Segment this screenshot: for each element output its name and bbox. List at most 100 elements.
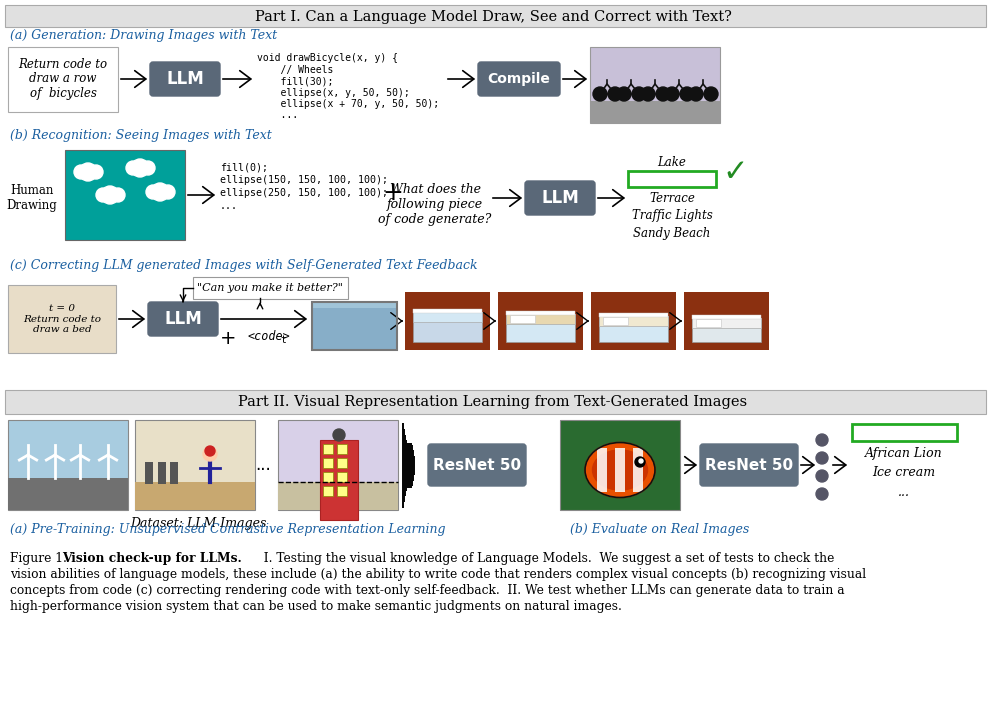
FancyBboxPatch shape — [633, 448, 643, 492]
Circle shape — [96, 188, 110, 202]
Text: ellipse(x + 70, y, 50, 50);: ellipse(x + 70, y, 50, 50); — [257, 99, 439, 109]
Circle shape — [816, 452, 828, 464]
FancyBboxPatch shape — [413, 312, 482, 342]
FancyBboxPatch shape — [8, 420, 128, 510]
Circle shape — [656, 87, 670, 101]
FancyBboxPatch shape — [696, 319, 721, 327]
Circle shape — [665, 87, 679, 101]
Text: Lake: Lake — [658, 156, 687, 169]
Text: Ice cream: Ice cream — [872, 466, 936, 479]
Text: t = 0
Return code to
draw a bed: t = 0 Return code to draw a bed — [23, 304, 101, 334]
Text: LLM: LLM — [166, 70, 204, 88]
FancyBboxPatch shape — [5, 5, 986, 27]
FancyBboxPatch shape — [591, 292, 676, 350]
Text: Anemone Fish: Anemone Fish — [859, 429, 949, 442]
FancyBboxPatch shape — [590, 47, 720, 123]
Circle shape — [632, 87, 646, 101]
Text: Vision check-up for LLMs.: Vision check-up for LLMs. — [62, 552, 242, 565]
FancyBboxPatch shape — [337, 458, 347, 468]
Text: (b) Evaluate on Real Images: (b) Evaluate on Real Images — [570, 523, 749, 537]
Text: +: + — [383, 181, 403, 205]
FancyBboxPatch shape — [692, 315, 761, 319]
Text: ellipse(250, 150, 100, 100);: ellipse(250, 150, 100, 100); — [220, 188, 388, 198]
FancyBboxPatch shape — [170, 462, 178, 484]
Text: <code>: <code> — [248, 329, 290, 343]
Circle shape — [641, 87, 655, 101]
FancyBboxPatch shape — [8, 47, 118, 112]
FancyBboxPatch shape — [510, 315, 535, 323]
FancyBboxPatch shape — [5, 390, 986, 414]
FancyBboxPatch shape — [597, 448, 607, 492]
Circle shape — [816, 434, 828, 446]
Circle shape — [608, 87, 622, 101]
FancyBboxPatch shape — [323, 486, 333, 496]
Text: African Lion: African Lion — [865, 447, 942, 461]
Text: +: + — [220, 328, 236, 348]
FancyBboxPatch shape — [320, 440, 358, 520]
FancyBboxPatch shape — [615, 448, 625, 492]
Circle shape — [680, 87, 694, 101]
Text: Terrace: Terrace — [649, 191, 695, 205]
Text: ...: ... — [255, 456, 271, 474]
Text: What does the
following piece
of code generate?: What does the following piece of code ge… — [379, 183, 492, 226]
FancyBboxPatch shape — [323, 472, 333, 482]
Circle shape — [111, 188, 125, 202]
FancyBboxPatch shape — [323, 444, 333, 454]
FancyBboxPatch shape — [692, 318, 761, 328]
FancyBboxPatch shape — [506, 314, 575, 324]
FancyBboxPatch shape — [603, 317, 628, 325]
Text: (b) Recognition: Seeing Images with Text: (b) Recognition: Seeing Images with Text — [10, 129, 272, 142]
FancyBboxPatch shape — [506, 311, 575, 315]
Text: fill(0);: fill(0); — [220, 162, 268, 172]
Text: Human
Drawing: Human Drawing — [7, 184, 57, 212]
FancyBboxPatch shape — [599, 316, 668, 326]
FancyBboxPatch shape — [135, 482, 255, 510]
FancyBboxPatch shape — [323, 458, 333, 468]
Text: ✓: ✓ — [722, 158, 748, 186]
FancyBboxPatch shape — [65, 150, 185, 240]
Circle shape — [617, 87, 631, 101]
FancyBboxPatch shape — [158, 462, 166, 484]
FancyBboxPatch shape — [312, 307, 397, 350]
Circle shape — [74, 165, 88, 179]
FancyBboxPatch shape — [337, 472, 347, 482]
FancyBboxPatch shape — [337, 444, 347, 454]
FancyBboxPatch shape — [8, 285, 116, 353]
Text: t: t — [280, 335, 285, 345]
FancyBboxPatch shape — [599, 313, 668, 317]
FancyBboxPatch shape — [590, 101, 720, 123]
Circle shape — [704, 87, 718, 101]
Text: ...: ... — [220, 201, 238, 211]
Circle shape — [203, 447, 217, 461]
Circle shape — [141, 161, 155, 175]
Circle shape — [101, 186, 119, 204]
FancyBboxPatch shape — [478, 62, 560, 96]
FancyBboxPatch shape — [700, 444, 798, 486]
FancyBboxPatch shape — [525, 181, 595, 215]
Circle shape — [79, 163, 97, 181]
Circle shape — [333, 429, 345, 441]
FancyBboxPatch shape — [278, 420, 398, 510]
Circle shape — [639, 459, 643, 463]
Ellipse shape — [585, 442, 655, 498]
FancyBboxPatch shape — [193, 277, 348, 299]
FancyBboxPatch shape — [599, 316, 668, 342]
FancyBboxPatch shape — [148, 302, 218, 336]
Text: Compile: Compile — [488, 72, 550, 86]
Text: Dataset: LLM Images: Dataset: LLM Images — [130, 518, 267, 530]
FancyBboxPatch shape — [278, 482, 398, 510]
FancyBboxPatch shape — [405, 292, 490, 350]
FancyBboxPatch shape — [428, 444, 526, 486]
FancyBboxPatch shape — [628, 171, 716, 187]
Circle shape — [131, 159, 149, 177]
Text: vision abilities of language models, these include (a) the ability to write code: vision abilities of language models, the… — [10, 568, 866, 581]
Circle shape — [89, 165, 103, 179]
FancyBboxPatch shape — [337, 486, 347, 496]
Circle shape — [635, 457, 645, 467]
Text: fill(30);: fill(30); — [257, 76, 333, 86]
FancyBboxPatch shape — [413, 312, 482, 322]
FancyBboxPatch shape — [852, 424, 957, 441]
FancyBboxPatch shape — [684, 292, 769, 350]
Circle shape — [593, 87, 607, 101]
Circle shape — [205, 446, 215, 456]
